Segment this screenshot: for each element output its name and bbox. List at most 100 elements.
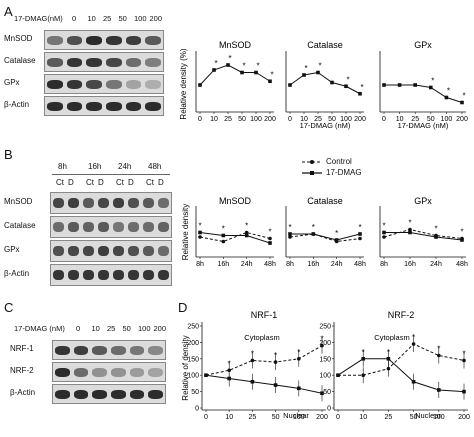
blot-band bbox=[53, 198, 64, 208]
x-tick-label: 50 bbox=[272, 414, 280, 421]
y-tick-label: 200 bbox=[187, 340, 199, 347]
condition-label: D bbox=[128, 178, 134, 187]
significance-star: * bbox=[360, 83, 363, 92]
y-tick-label: 250 bbox=[319, 324, 331, 331]
data-point bbox=[316, 70, 320, 75]
blot-band bbox=[66, 101, 83, 111]
significance-star: * bbox=[198, 222, 201, 231]
data-point bbox=[254, 70, 258, 75]
significance-star: * bbox=[288, 223, 291, 232]
significance-star: * bbox=[462, 92, 465, 101]
chart-title: GPx bbox=[414, 196, 432, 206]
blot-band bbox=[47, 101, 63, 111]
blot-strip bbox=[50, 240, 172, 262]
blot-band bbox=[158, 246, 169, 256]
blot-band bbox=[125, 35, 142, 45]
data-point bbox=[334, 238, 339, 242]
blot-band bbox=[145, 57, 161, 67]
blot-band bbox=[86, 35, 102, 45]
data-point bbox=[460, 238, 464, 242]
data-point bbox=[204, 373, 208, 377]
condition-label: Ct bbox=[116, 178, 124, 187]
blot-strip bbox=[50, 192, 172, 214]
dose-label: 0 bbox=[72, 14, 77, 23]
series-line bbox=[384, 232, 463, 241]
time-label: 48h bbox=[148, 162, 162, 171]
time-label: 16h bbox=[88, 162, 102, 171]
data-point bbox=[382, 235, 386, 239]
blot-band bbox=[111, 389, 126, 399]
dose-label: 100 bbox=[138, 324, 151, 333]
blot-strip bbox=[52, 340, 166, 360]
y-axis-label: Relative of density bbox=[181, 335, 190, 400]
x-tick-label: 16h bbox=[404, 261, 416, 268]
x-tick-label: 100 bbox=[441, 116, 453, 123]
x-tick-label: 10 bbox=[359, 414, 367, 421]
significance-star: * bbox=[274, 351, 277, 360]
panel-letter-c: C bbox=[4, 300, 14, 315]
blot-strip bbox=[50, 216, 172, 238]
blot-band bbox=[143, 270, 154, 280]
blot-protein-label: MnSOD bbox=[4, 197, 33, 206]
chart-title: GPx bbox=[414, 40, 432, 50]
significance-star: * bbox=[214, 59, 217, 68]
panel-b-legend: Control 17-DMAG bbox=[300, 156, 380, 180]
panel-c-doses: 0 10 25 50 100 200 bbox=[76, 324, 166, 334]
panel-letter-d: D bbox=[178, 300, 188, 315]
data-point bbox=[244, 230, 249, 235]
chart-title: Catalase bbox=[307, 40, 343, 50]
blot-band bbox=[73, 367, 89, 377]
data-point bbox=[382, 230, 386, 235]
data-point bbox=[330, 80, 334, 85]
significance-star: * bbox=[268, 228, 271, 237]
significance-star: * bbox=[270, 70, 273, 79]
series-line bbox=[290, 233, 361, 241]
blot-band bbox=[129, 345, 145, 355]
condition-label: Ct bbox=[86, 178, 94, 187]
legend-control-label: Control bbox=[326, 157, 352, 166]
dose-label: 0 bbox=[76, 324, 81, 333]
data-point bbox=[444, 95, 449, 100]
significance-star: * bbox=[242, 62, 245, 71]
dose-label: 50 bbox=[122, 324, 131, 333]
blot-band bbox=[86, 101, 102, 111]
data-point bbox=[344, 84, 348, 89]
chart-b-gpx: GPx 8h 16h 24h 48h * * * * bbox=[379, 196, 468, 268]
x-tick-label: 16h bbox=[307, 261, 319, 268]
x-axis-label: 17-DMAG (nM) bbox=[300, 121, 351, 130]
blot-band bbox=[66, 57, 83, 67]
chart-title: Catalase bbox=[307, 196, 343, 206]
dose-label: 50 bbox=[118, 14, 127, 23]
chart-b-mnsod: MnSOD 8h 16h 24h 48h Relative density * * * * bbox=[181, 196, 276, 268]
blot-band bbox=[128, 222, 139, 232]
significance-star: * bbox=[462, 349, 465, 358]
data-point bbox=[397, 83, 402, 87]
significance-star: * bbox=[228, 359, 231, 368]
significance-star: * bbox=[358, 223, 361, 232]
data-point bbox=[221, 239, 226, 244]
series-line bbox=[199, 231, 271, 243]
data-point bbox=[358, 232, 362, 236]
blot-band bbox=[68, 270, 79, 280]
x-tick-label: 100 bbox=[340, 116, 352, 123]
significance-star: * bbox=[245, 222, 248, 231]
blot-band bbox=[92, 345, 107, 355]
data-point bbox=[413, 83, 417, 87]
blot-strip bbox=[52, 362, 166, 382]
data-point bbox=[382, 83, 386, 87]
blot-band bbox=[47, 57, 63, 67]
blot-strip bbox=[50, 264, 172, 286]
data-point bbox=[221, 233, 226, 238]
chart-a-gpx: GPx 0 10 25 50 100 200 17-DMAG (nM) * * * bbox=[379, 40, 468, 130]
series-line bbox=[383, 228, 463, 239]
blot-band bbox=[106, 101, 122, 111]
blot-band bbox=[129, 389, 145, 399]
panel-letter-b: B bbox=[4, 147, 13, 162]
blot-protein-label: NRF-1 bbox=[10, 344, 34, 353]
time-label: 8h bbox=[58, 162, 67, 171]
x-tick-label: 0 bbox=[382, 116, 386, 123]
series-line bbox=[289, 233, 361, 243]
blot-band bbox=[53, 246, 64, 256]
blot-band bbox=[73, 345, 89, 355]
